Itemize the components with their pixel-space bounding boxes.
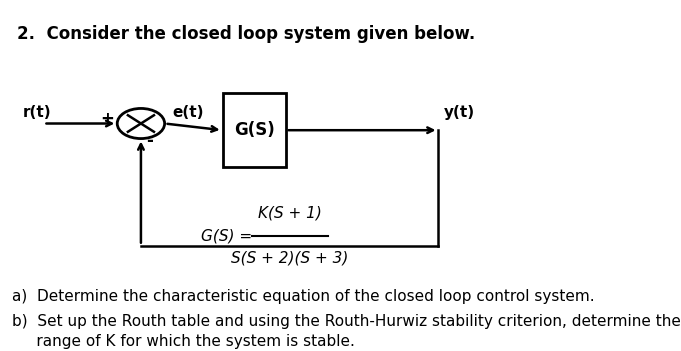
Text: a)  Determine the characteristic equation of the closed loop control system.: a) Determine the characteristic equation…: [12, 289, 595, 304]
Text: r(t): r(t): [22, 105, 51, 120]
Text: G(S) =: G(S) =: [202, 228, 257, 243]
Text: G(S): G(S): [234, 121, 274, 139]
Text: b)  Set up the Routh table and using the Routh-Hurwiz stability criterion, deter: b) Set up the Routh table and using the …: [12, 314, 681, 329]
Text: range of K for which the system is stable.: range of K for which the system is stabl…: [12, 334, 355, 349]
Text: 2.  Consider the closed loop system given below.: 2. Consider the closed loop system given…: [17, 25, 475, 43]
Text: S(S + 2)(S + 3): S(S + 2)(S + 3): [231, 251, 349, 266]
Text: -: -: [146, 132, 153, 150]
Text: e(t): e(t): [172, 105, 204, 120]
Text: y(t): y(t): [444, 105, 475, 120]
Text: +: +: [101, 110, 114, 128]
Text: K(S + 1): K(S + 1): [257, 206, 321, 220]
